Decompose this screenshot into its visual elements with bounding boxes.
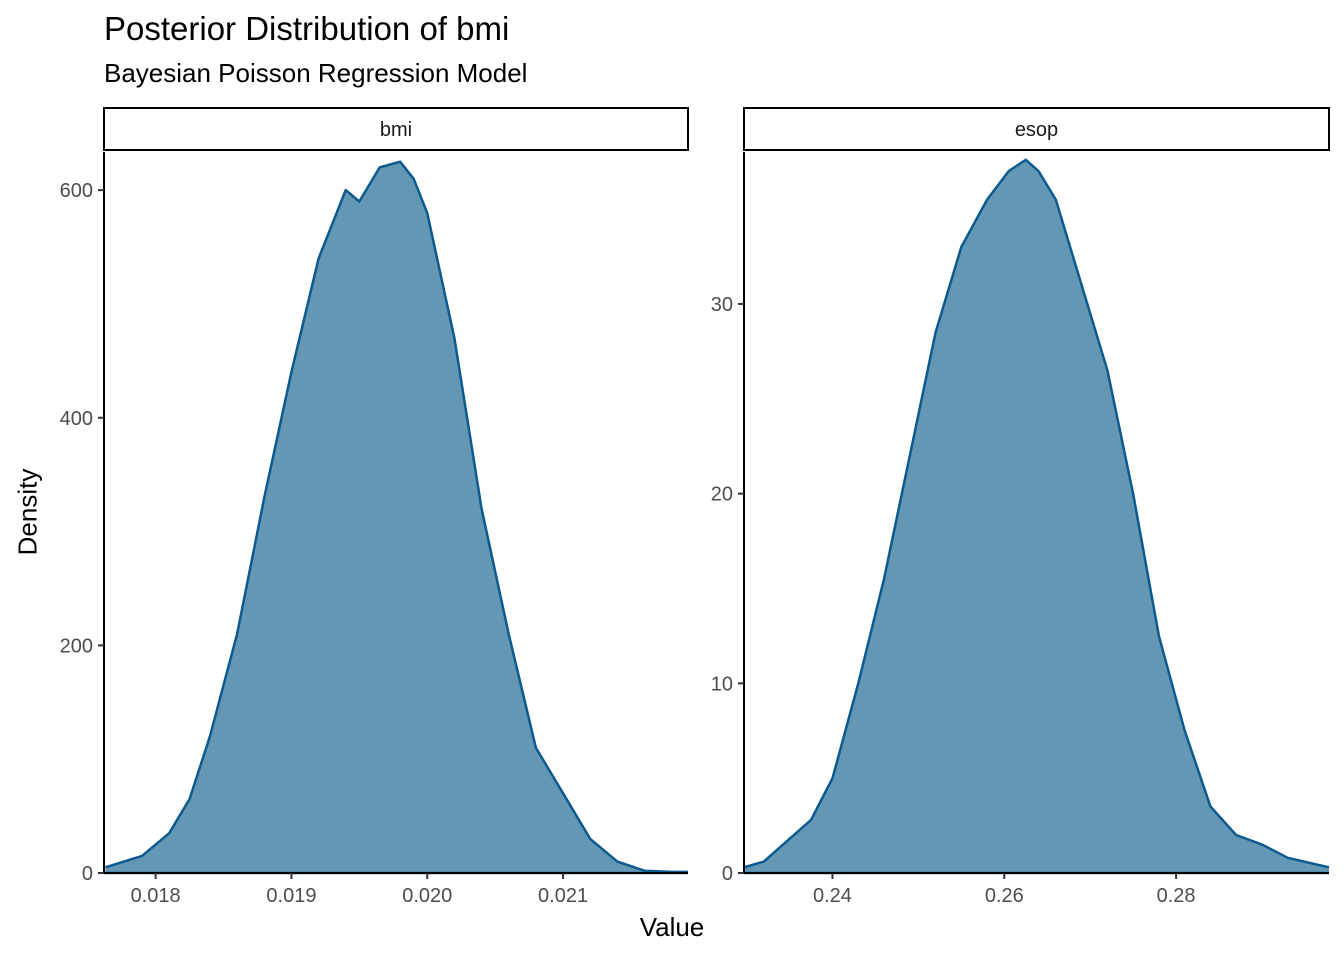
y-tick-label: 400 bbox=[60, 408, 93, 430]
x-tick-label: 0.019 bbox=[266, 885, 316, 907]
x-tick-label: 0.020 bbox=[402, 885, 452, 907]
y-tick-label: 600 bbox=[60, 180, 93, 202]
y-tick-label: 20 bbox=[711, 484, 733, 506]
facet-strip-label: bmi bbox=[380, 119, 412, 141]
x-axis-label: Value bbox=[639, 912, 705, 942]
y-tick-label: 10 bbox=[711, 673, 733, 695]
density-line-esop bbox=[743, 158, 1330, 869]
density-area-esop bbox=[744, 159, 1329, 874]
y-tick-label: 0 bbox=[722, 863, 733, 885]
chart-subtitle: Bayesian Poisson Regression Model bbox=[104, 58, 528, 88]
y-tick-label: 0 bbox=[82, 863, 93, 885]
chart-title: Posterior Distribution of bmi bbox=[104, 10, 510, 47]
x-tick-label: 0.26 bbox=[985, 885, 1024, 907]
x-tick-label: 0.021 bbox=[538, 885, 588, 907]
density-area-bmi bbox=[105, 161, 688, 873]
x-tick-label: 0.24 bbox=[813, 885, 852, 907]
x-tick-label: 0.018 bbox=[131, 885, 181, 907]
density-line-bmi bbox=[105, 160, 688, 874]
facet-strip-bmi bbox=[103, 107, 689, 151]
x-tick-label: 0.28 bbox=[1157, 885, 1196, 907]
y-tick-label: 200 bbox=[60, 635, 93, 657]
facet-strip-label: esop bbox=[1015, 119, 1058, 141]
y-tick-label: 30 bbox=[711, 294, 733, 316]
facet-strip-esop bbox=[743, 107, 1330, 151]
